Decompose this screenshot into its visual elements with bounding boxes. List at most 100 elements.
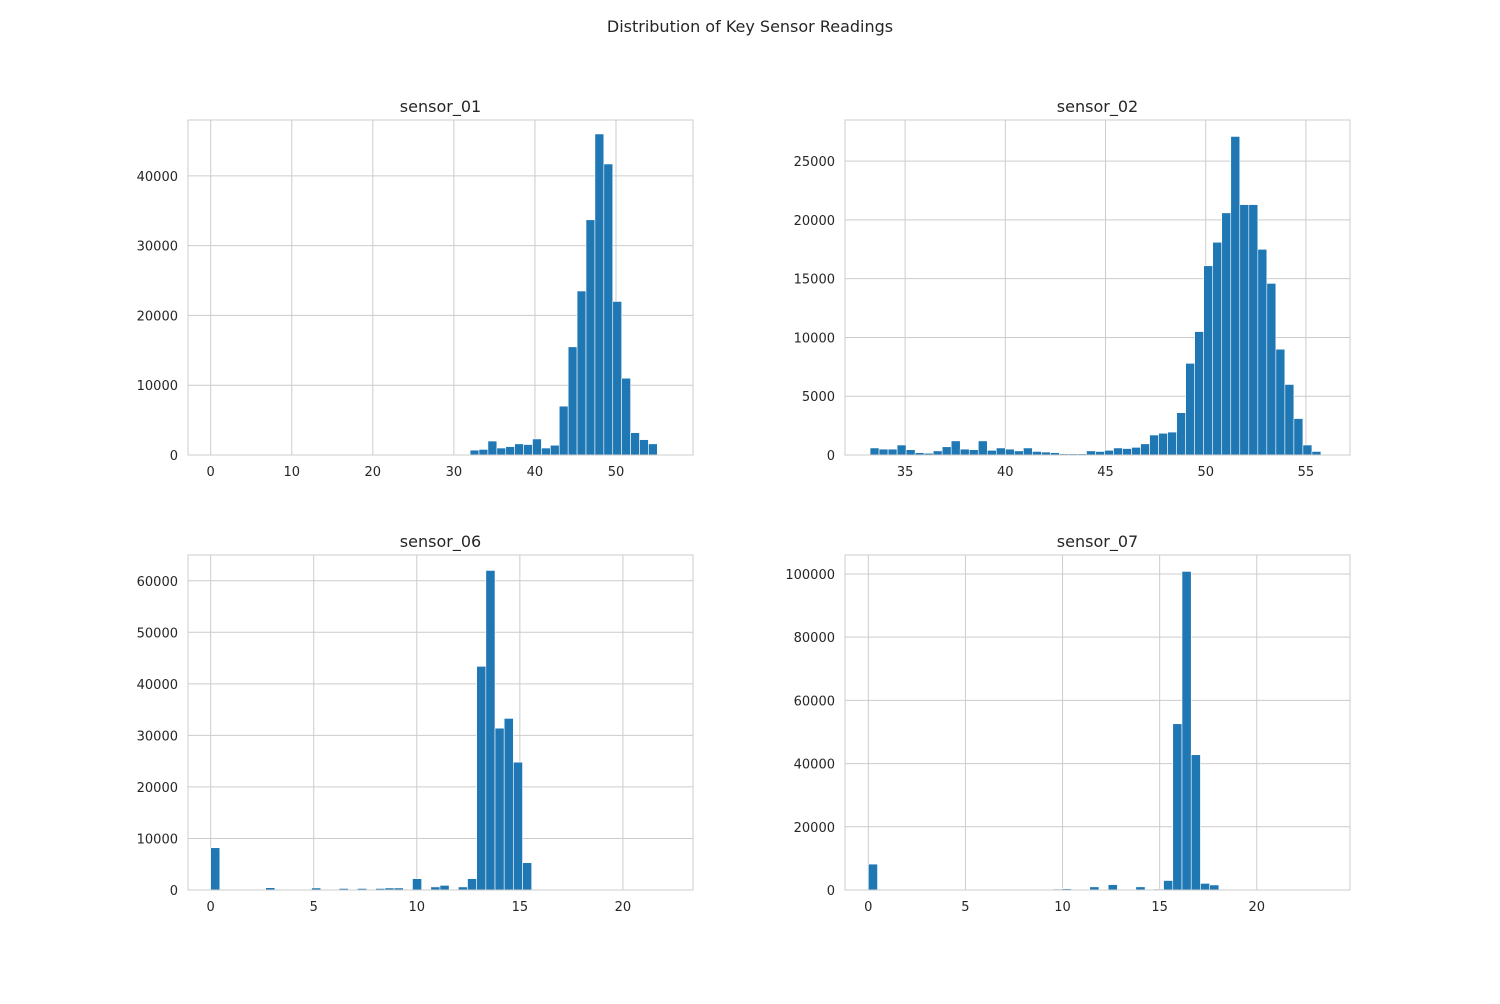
histogram-bar (960, 449, 969, 455)
y-tick-label: 80000 (794, 631, 835, 646)
y-tick-label: 50000 (137, 626, 178, 641)
x-tick-label: 20 (365, 465, 382, 480)
x-tick-label: 0 (864, 900, 872, 915)
histogram-bar (951, 441, 960, 455)
histogram-bar (1182, 571, 1191, 890)
histogram-bar (1191, 755, 1200, 890)
histogram-bar (586, 220, 595, 455)
y-tick-label: 40000 (137, 170, 178, 185)
y-tick-label: 40000 (137, 678, 178, 693)
histogram-bar (541, 448, 550, 455)
histogram-bar (486, 570, 495, 890)
x-tick-label: 20 (615, 900, 632, 915)
y-tick-label: 0 (827, 884, 835, 899)
x-tick-label: 45 (1097, 465, 1114, 480)
histogram-bar (506, 447, 515, 455)
histogram-bar (622, 378, 631, 455)
x-tick-label: 30 (446, 465, 463, 480)
histogram-bar (1114, 448, 1123, 455)
histogram-bar (996, 448, 1005, 455)
histogram-bar (559, 406, 568, 455)
histogram-bar (631, 433, 640, 455)
x-tick-label: 15 (512, 900, 529, 915)
histogram-bar (568, 347, 577, 455)
histogram-bar (906, 450, 915, 455)
histogram-bar (440, 885, 449, 890)
histogram-bar (523, 863, 532, 890)
y-tick-label: 60000 (794, 694, 835, 709)
histogram-bar (1095, 451, 1104, 455)
histogram-bar (479, 449, 488, 455)
histogram-bar (987, 450, 996, 455)
y-tick-label: 0 (170, 449, 178, 464)
histogram-bar (577, 291, 586, 455)
histogram-bar (211, 848, 220, 890)
histogram-bar (1312, 451, 1321, 455)
y-tick-label: 100000 (785, 568, 835, 583)
y-tick-label: 40000 (794, 758, 835, 773)
y-tick-label: 20000 (794, 214, 835, 229)
y-tick-label: 30000 (137, 729, 178, 744)
y-tick-label: 10000 (137, 379, 178, 394)
histogram-bar (1276, 349, 1285, 455)
histogram-bar (1267, 283, 1276, 455)
y-tick-label: 60000 (137, 575, 178, 590)
x-tick-label: 5 (310, 900, 318, 915)
histogram-bar (513, 762, 522, 890)
histogram-bar (1023, 448, 1032, 455)
histogram-bar (1249, 205, 1258, 455)
y-tick-label: 20000 (137, 781, 178, 796)
histogram-bar (1303, 445, 1312, 455)
x-tick-label: 15 (1151, 900, 1168, 915)
x-tick-label: 20 (1248, 900, 1265, 915)
histogram-bar (1164, 881, 1173, 890)
histogram-bar (1240, 205, 1249, 455)
histogram-bar (1141, 444, 1150, 455)
histogram-bar (1032, 451, 1041, 455)
x-tick-label: 40 (527, 465, 544, 480)
histogram-bar (640, 440, 649, 455)
histogram-bar (888, 449, 897, 455)
histogram-bar (978, 441, 987, 455)
histogram-bar (1168, 432, 1177, 455)
histogram-bar (495, 728, 504, 890)
y-tick-label: 30000 (137, 240, 178, 255)
histogram-bar (1086, 451, 1095, 455)
histogram-bar (533, 439, 542, 455)
x-tick-label: 35 (897, 465, 914, 480)
histogram-bar (477, 666, 486, 890)
histogram-bar (1005, 449, 1014, 455)
y-tick-label: 15000 (794, 273, 835, 288)
axes-frame (845, 555, 1350, 890)
histogram-bar (1222, 213, 1231, 455)
histogram-bar (550, 445, 559, 455)
histogram-bar (868, 864, 877, 890)
y-tick-label: 25000 (794, 155, 835, 170)
x-tick-label: 0 (207, 900, 215, 915)
histogram-bar (1258, 249, 1267, 455)
histogram-bar (1177, 413, 1186, 455)
y-tick-label: 0 (827, 449, 835, 464)
histogram-bar (1213, 242, 1222, 455)
x-tick-label: 55 (1298, 465, 1315, 480)
histogram-bar (524, 445, 533, 455)
histogram-bar (1204, 266, 1213, 455)
histogram-bar (1195, 332, 1204, 455)
histogram-bar (1231, 136, 1240, 455)
x-tick-label: 10 (409, 900, 426, 915)
y-tick-label: 20000 (137, 309, 178, 324)
histogram-bar (897, 445, 906, 455)
histogram-bar (412, 879, 421, 890)
histogram-bar (468, 879, 477, 890)
x-tick-label: 10 (283, 465, 300, 480)
y-tick-label: 5000 (802, 390, 835, 405)
panel-title: sensor_02 (1057, 97, 1138, 117)
histogram-bar (1014, 451, 1023, 455)
histogram-bar (604, 164, 613, 455)
x-tick-label: 40 (997, 465, 1014, 480)
